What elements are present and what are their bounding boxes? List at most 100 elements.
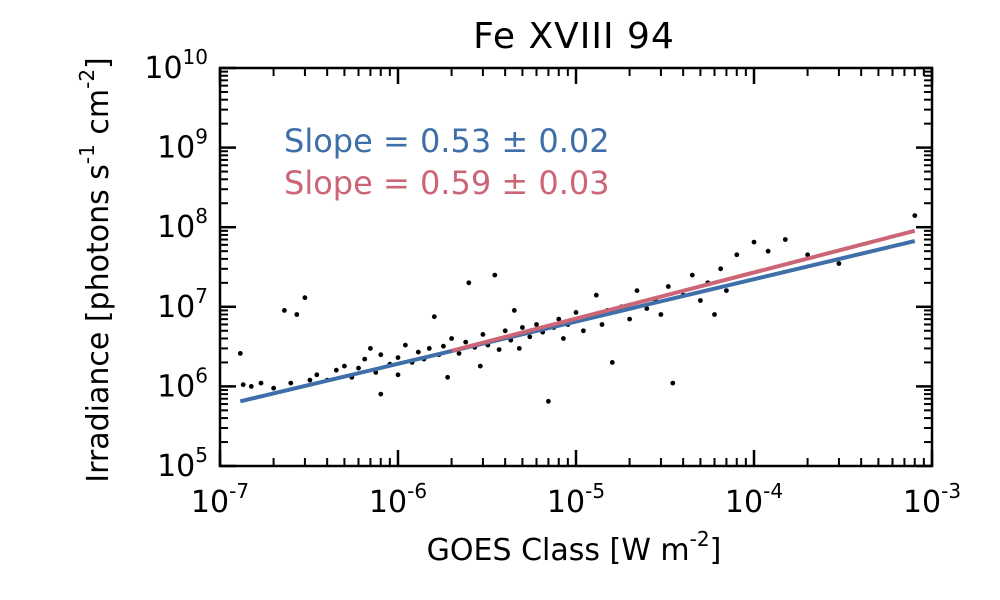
- data-point: [782, 237, 788, 242]
- x-tick-base: 10: [191, 485, 229, 520]
- fit-lines: [239, 228, 916, 404]
- data-point: [658, 312, 664, 317]
- data-point: [258, 380, 264, 386]
- data-point: [912, 213, 918, 219]
- data-point: [670, 380, 676, 386]
- data-point: [463, 339, 469, 345]
- data-point: [718, 266, 724, 272]
- data-point: [492, 272, 498, 278]
- x-tick-base: 10: [369, 485, 407, 520]
- data-point: [456, 351, 462, 356]
- y-tick-label: 106: [157, 363, 208, 404]
- data-point: [599, 322, 605, 327]
- data-point: [240, 382, 246, 388]
- data-point: [415, 349, 421, 355]
- chart-title: Fe XVIII 94: [473, 16, 675, 57]
- data-point: [362, 356, 368, 362]
- y-tick-exp: 8: [195, 204, 208, 228]
- data-point: [546, 398, 551, 404]
- data-points: [237, 213, 918, 404]
- data-point: [477, 363, 483, 369]
- x-tick-exp: -6: [407, 479, 427, 503]
- data-point: [561, 336, 566, 341]
- data-point: [698, 298, 703, 303]
- data-point: [248, 384, 254, 389]
- x-tick-label: 10-3: [903, 479, 961, 520]
- x-tick-exp: -5: [585, 479, 605, 503]
- y-tick-label: 1010: [144, 45, 208, 86]
- data-point: [496, 347, 502, 352]
- x-tick-label: 10-4: [725, 479, 783, 520]
- y-tick-base: 10: [157, 131, 195, 166]
- data-point: [665, 284, 671, 289]
- x-axis-title-main: GOES Class [W m: [427, 533, 690, 568]
- data-point: [237, 351, 243, 356]
- data-point: [378, 391, 384, 397]
- data-point: [573, 310, 579, 315]
- data-point: [520, 325, 525, 330]
- data-point: [302, 295, 308, 301]
- fit-line-fit_red: [451, 228, 916, 353]
- x-axis-title-close: ]: [710, 533, 722, 568]
- data-point: [836, 261, 842, 266]
- y-axis-title-exp2: -2: [75, 69, 99, 89]
- data-point: [395, 355, 401, 360]
- data-point: [271, 385, 276, 391]
- data-point: [356, 365, 361, 371]
- data-point: [368, 346, 373, 351]
- annotation-blue: Slope = 0.53 ± 0.02: [284, 122, 610, 160]
- data-point: [724, 288, 729, 293]
- data-point: [644, 306, 650, 311]
- data-point: [593, 292, 599, 298]
- data-point: [689, 272, 695, 278]
- data-point: [627, 316, 632, 322]
- data-point: [294, 312, 300, 317]
- data-point: [288, 380, 294, 386]
- data-point: [378, 352, 384, 358]
- data-point: [502, 328, 508, 334]
- data-point: [480, 332, 486, 337]
- y-tick-label: 105: [157, 443, 208, 484]
- y-tick-base: 10: [144, 51, 182, 86]
- data-point: [751, 239, 757, 245]
- data-point: [395, 372, 401, 378]
- y-tick-exp: 5: [195, 443, 208, 467]
- x-tick-base: 10: [903, 485, 941, 520]
- y-tick-base: 10: [157, 290, 195, 325]
- data-point: [449, 336, 454, 341]
- data-point: [634, 288, 640, 293]
- data-point: [534, 322, 539, 327]
- y-tick-label: 109: [157, 125, 208, 166]
- y-tick-exp: 7: [195, 284, 208, 308]
- y-axis-title-mid: cm: [81, 89, 116, 144]
- data-point: [466, 280, 472, 286]
- data-point: [307, 377, 313, 383]
- data-point: [556, 316, 562, 322]
- fit-line-fit_blue: [239, 239, 916, 404]
- data-point: [445, 374, 450, 380]
- data-point: [333, 367, 339, 373]
- y-tick-base: 10: [157, 449, 195, 484]
- y-tick-label: 108: [157, 204, 208, 245]
- data-point: [441, 343, 446, 349]
- x-tick-exp: -7: [229, 479, 249, 503]
- x-axis-title-exp: -2: [690, 527, 710, 551]
- y-axis-title-main: Irradiance [photons s: [81, 164, 116, 483]
- y-axis-title: Irradiance [photons s-1 cm-2]: [75, 57, 116, 483]
- x-tick-exp: -3: [941, 479, 961, 503]
- y-tick-base: 10: [157, 210, 195, 245]
- x-tick-base: 10: [725, 485, 763, 520]
- y-axis-title-exp1: -1: [75, 144, 99, 164]
- data-point: [431, 314, 437, 320]
- annotation-red: Slope = 0.59 ± 0.03: [284, 164, 610, 202]
- data-point: [609, 360, 615, 365]
- data-point: [511, 308, 517, 313]
- data-point: [314, 372, 320, 378]
- y-tick-base: 10: [157, 369, 195, 404]
- data-point: [516, 346, 522, 351]
- data-point: [426, 346, 432, 351]
- data-point: [282, 308, 287, 313]
- y-tick-exp: 9: [195, 125, 208, 149]
